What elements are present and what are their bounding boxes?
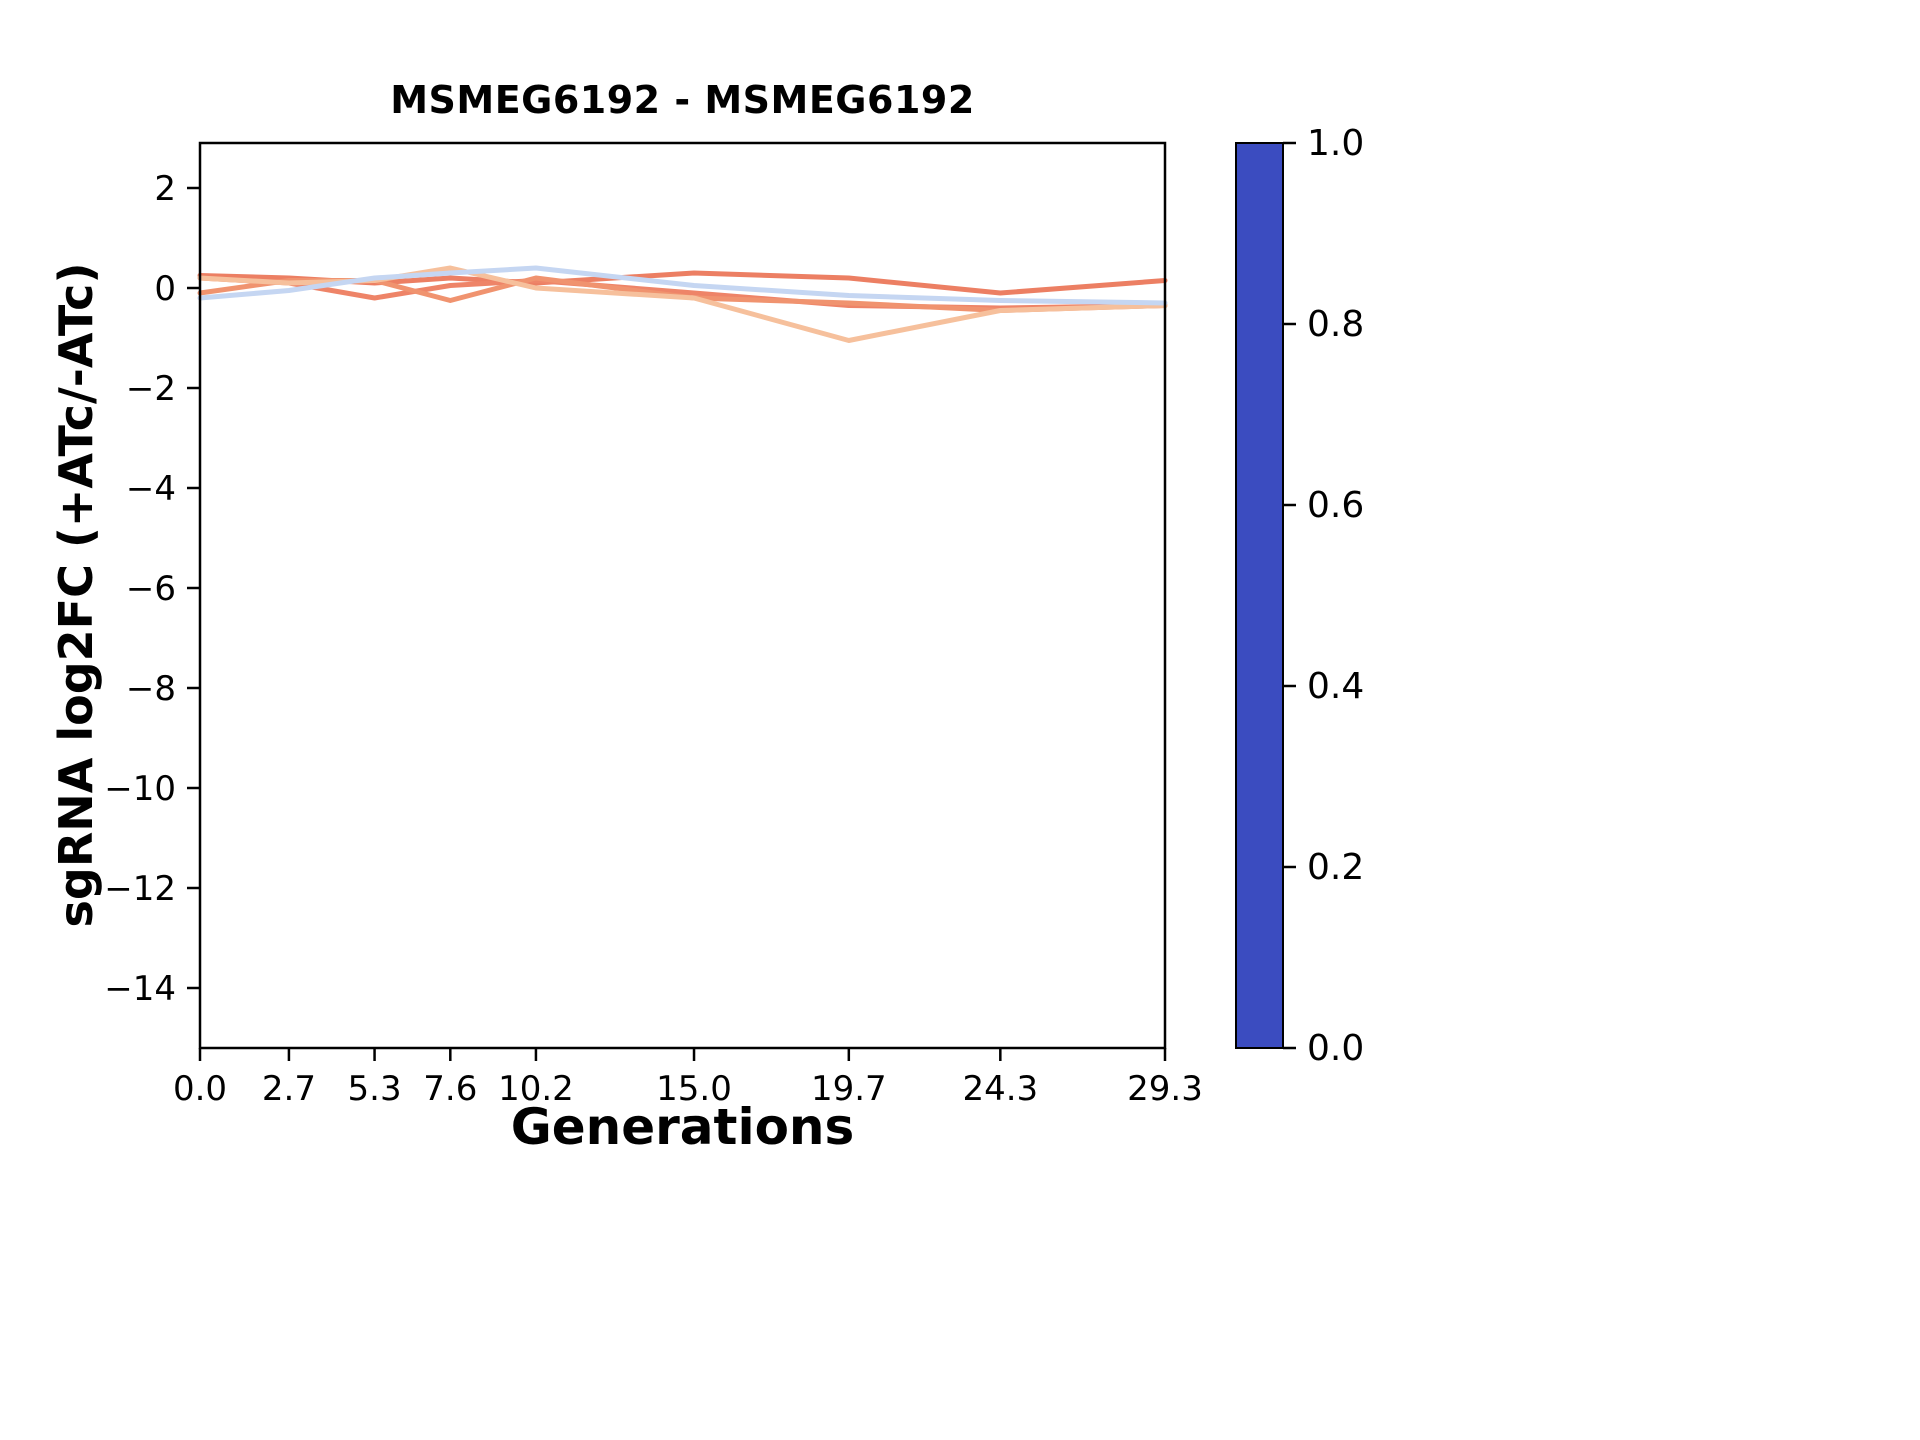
y-tick-label: −6 — [126, 569, 176, 609]
x-axis-label: Generations — [510, 1098, 855, 1156]
colorbar-tick-label: 0.4 — [1307, 666, 1364, 707]
colorbar-tick-label: 0.2 — [1307, 847, 1364, 888]
colorbar-tick-label: 0.6 — [1307, 485, 1364, 526]
axes-frame — [198, 141, 1167, 1050]
x-tick-label: 10.2 — [498, 1069, 574, 1109]
x-tick-label: 29.3 — [1127, 1069, 1203, 1109]
chart-title: MSMEG6192 - MSMEG6192 — [390, 78, 975, 122]
x-tick-label: 19.7 — [811, 1069, 887, 1109]
colorbar — [1235, 142, 1284, 1049]
x-tick-label: 7.6 — [423, 1069, 477, 1109]
y-tick-label: −14 — [104, 969, 176, 1009]
colorbar-tick-label: 0.0 — [1307, 1028, 1364, 1069]
series-line — [197, 265, 1168, 343]
y-tick-label: −12 — [104, 869, 176, 909]
y-tick-label: 0 — [154, 269, 176, 309]
x-tick-label: 2.7 — [262, 1069, 316, 1109]
x-tick-label: 15.0 — [656, 1069, 732, 1109]
y-tick-label: −8 — [126, 669, 176, 709]
y-tick-label: 2 — [154, 169, 176, 209]
x-tick-label: 24.3 — [962, 1069, 1038, 1109]
x-tick-label: 0.0 — [173, 1069, 227, 1109]
colorbar-tick-label: 1.0 — [1307, 123, 1364, 164]
y-tick-label: −2 — [126, 369, 176, 409]
y-tick-label: −4 — [126, 469, 176, 509]
series-line — [197, 265, 1168, 306]
colorbar-tick-label: 0.8 — [1307, 304, 1364, 345]
y-tick-label: −10 — [104, 769, 176, 809]
x-tick-label: 5.3 — [348, 1069, 402, 1109]
